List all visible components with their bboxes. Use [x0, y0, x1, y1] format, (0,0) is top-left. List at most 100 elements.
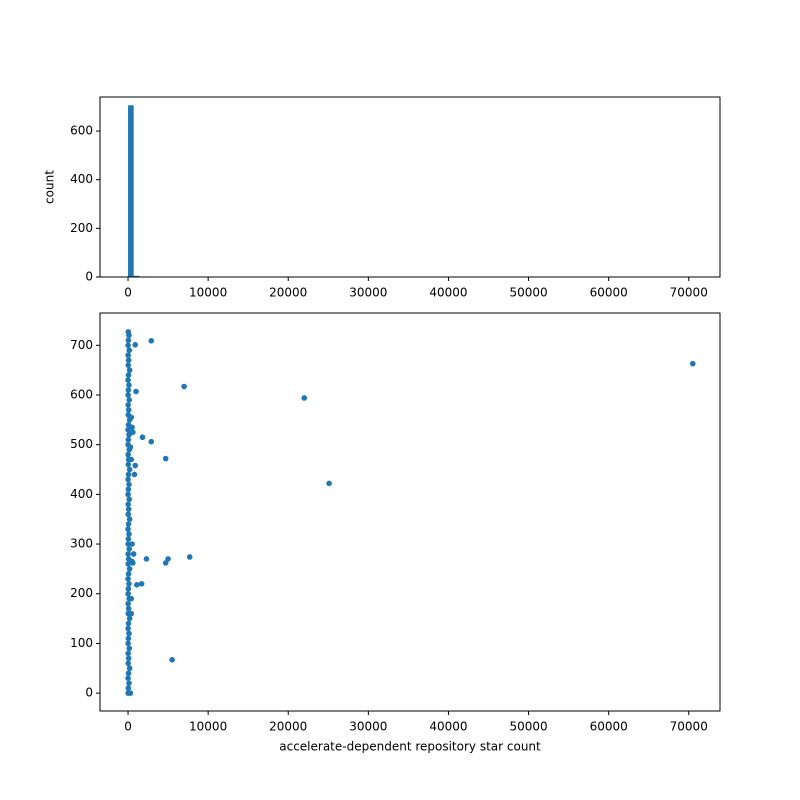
- point: [125, 675, 131, 682]
- x-tick-label: 0: [124, 286, 132, 300]
- point: [138, 580, 145, 587]
- point: [125, 576, 131, 582]
- point: [125, 536, 132, 542]
- axes-frame: [99, 312, 721, 712]
- point: [125, 635, 132, 642]
- x-axis-label: accelerate-dependent repository star cou…: [279, 740, 541, 754]
- point: [125, 551, 131, 557]
- point: [126, 496, 133, 503]
- point: [126, 680, 132, 686]
- point: [125, 476, 131, 483]
- point: [131, 471, 138, 478]
- point: [125, 402, 131, 408]
- point: [125, 526, 131, 532]
- point: [125, 372, 132, 378]
- point: [130, 551, 137, 557]
- point: [132, 342, 139, 348]
- x-tick-label: 20000: [269, 286, 307, 300]
- point: [128, 610, 135, 617]
- point: [125, 600, 131, 607]
- x-tick-label: 30000: [349, 720, 387, 734]
- point: [125, 521, 132, 527]
- point: [126, 645, 133, 652]
- point: [126, 531, 132, 537]
- point: [127, 444, 134, 450]
- point: [126, 665, 133, 672]
- point: [125, 387, 132, 393]
- point: [125, 590, 131, 597]
- point: [128, 595, 135, 602]
- point: [125, 511, 132, 518]
- point: [162, 455, 169, 462]
- point: [125, 541, 131, 547]
- y-tick-label: 200: [70, 221, 93, 235]
- point: [126, 546, 133, 552]
- point: [125, 342, 131, 349]
- x-tick-label: 70000: [670, 286, 708, 300]
- point: [148, 338, 155, 344]
- point: [125, 501, 131, 508]
- point: [143, 556, 150, 562]
- point: [169, 657, 175, 663]
- point: [126, 397, 133, 403]
- point: [128, 414, 135, 421]
- x-tick-label: 0: [124, 720, 132, 734]
- y-tick-label: 600: [70, 124, 93, 138]
- point: [129, 541, 135, 547]
- point: [326, 480, 332, 487]
- bar: [133, 275, 140, 277]
- point: [126, 347, 133, 354]
- y-tick-label: 400: [70, 487, 93, 501]
- y-axis-label: count: [43, 170, 57, 204]
- point: [125, 471, 132, 478]
- point: [125, 377, 131, 383]
- point: [162, 560, 169, 566]
- point: [134, 581, 140, 588]
- y-tick-label: 600: [70, 387, 93, 401]
- x-tick-label: 60000: [590, 286, 628, 300]
- y-tick-label: 400: [70, 172, 93, 186]
- point: [125, 625, 131, 632]
- point: [125, 585, 132, 592]
- point: [125, 357, 132, 364]
- point: [125, 392, 131, 398]
- point: [133, 388, 139, 395]
- point: [125, 655, 132, 662]
- point: [125, 362, 132, 368]
- point: [130, 560, 136, 566]
- x-tick-label: 10000: [189, 286, 227, 300]
- point: [125, 620, 132, 627]
- point: [125, 650, 131, 657]
- bar: [128, 105, 134, 278]
- y-tick-label: 500: [70, 437, 93, 451]
- point: [125, 451, 131, 458]
- y-tick-label: 0: [85, 270, 93, 284]
- x-tick-label: 40000: [429, 720, 467, 734]
- point: [125, 605, 132, 612]
- y-tick-label: 200: [70, 586, 93, 600]
- x-tick-label: 50000: [509, 286, 547, 300]
- point: [301, 395, 308, 401]
- x-tick-label: 10000: [189, 720, 227, 734]
- point: [125, 506, 132, 513]
- point: [126, 566, 133, 572]
- point: [130, 429, 136, 436]
- point: [689, 360, 696, 367]
- point: [125, 337, 132, 344]
- point: [132, 462, 139, 469]
- point: [126, 382, 132, 388]
- point: [125, 685, 132, 691]
- point: [125, 461, 132, 468]
- point: [125, 670, 132, 677]
- point: [127, 690, 134, 696]
- point: [186, 554, 193, 560]
- x-tick-label: 30000: [349, 286, 387, 300]
- point: [126, 615, 133, 622]
- x-tick-label: 70000: [670, 720, 708, 734]
- point: [125, 352, 131, 359]
- point: [125, 407, 132, 413]
- y-tick-label: 700: [70, 338, 93, 352]
- y-tick-label: 100: [70, 636, 93, 650]
- point: [125, 486, 132, 493]
